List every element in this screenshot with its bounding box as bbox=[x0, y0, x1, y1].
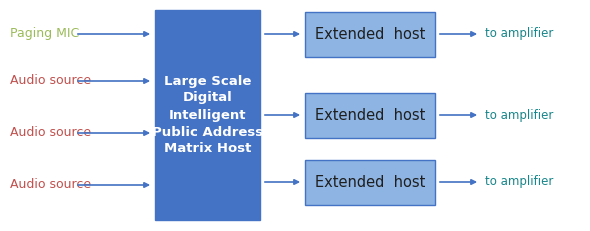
Text: Extended  host: Extended host bbox=[315, 27, 425, 42]
FancyBboxPatch shape bbox=[305, 12, 435, 57]
Text: Audio source: Audio source bbox=[10, 179, 91, 191]
FancyBboxPatch shape bbox=[305, 160, 435, 205]
Text: Paging MIC: Paging MIC bbox=[10, 27, 79, 40]
Text: Extended  host: Extended host bbox=[315, 175, 425, 190]
Text: to amplifier: to amplifier bbox=[485, 176, 553, 188]
FancyBboxPatch shape bbox=[155, 10, 260, 220]
Text: Extended  host: Extended host bbox=[315, 108, 425, 123]
Text: to amplifier: to amplifier bbox=[485, 27, 553, 40]
Text: to amplifier: to amplifier bbox=[485, 109, 553, 122]
Text: Audio source: Audio source bbox=[10, 75, 91, 88]
Text: Audio source: Audio source bbox=[10, 127, 91, 140]
Text: Large Scale
Digital
Intelligent
Public Address
Matrix Host: Large Scale Digital Intelligent Public A… bbox=[152, 75, 263, 155]
FancyBboxPatch shape bbox=[305, 93, 435, 138]
